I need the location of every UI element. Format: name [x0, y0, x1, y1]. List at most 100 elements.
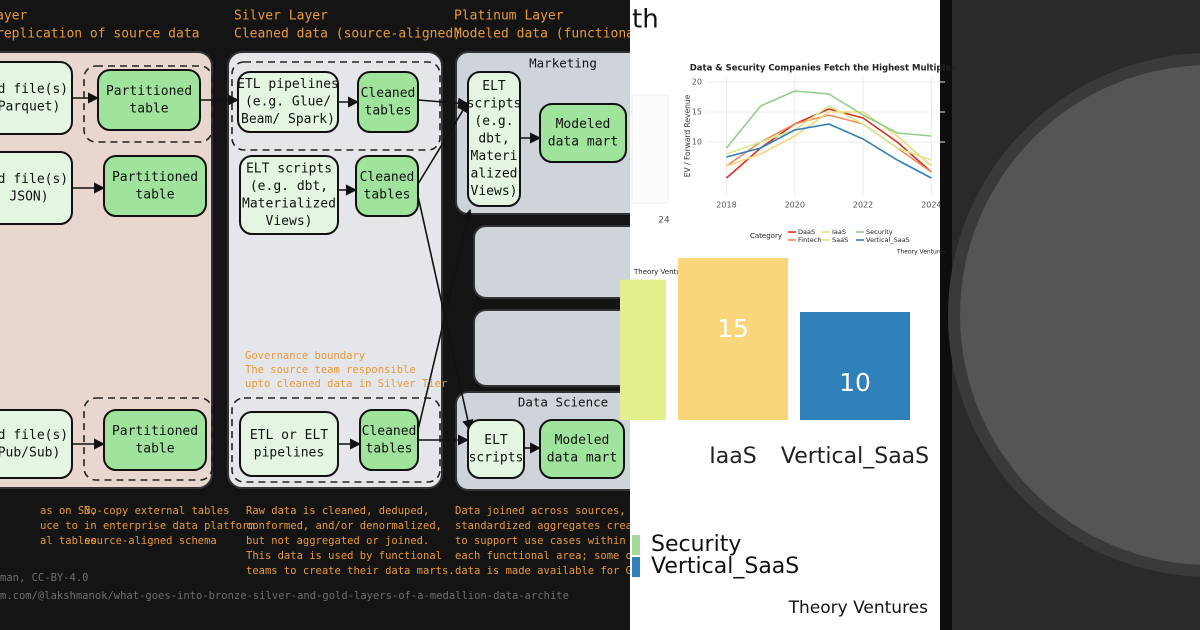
- credit-url: m.com/@lakshmanok/what-goes-into-bronze-…: [0, 590, 569, 602]
- dashed-frame: [83, 65, 213, 143]
- box-label: pipelines: [254, 445, 324, 460]
- partial-chart-tick: 24: [658, 216, 670, 226]
- box-label: Cleaned: [361, 86, 416, 101]
- box-label: table: [135, 441, 174, 456]
- x-tick-label: Vertical_SaaS: [781, 444, 929, 469]
- box: [239, 411, 339, 477]
- y-tick-label: 15: [692, 108, 702, 117]
- legend-label: SaaS: [832, 236, 848, 244]
- governance-note: upto cleaned data in Silver Tier: [245, 378, 447, 390]
- box-label: tables: [366, 441, 413, 456]
- layer-title: ayer: [0, 9, 27, 24]
- legend-label: Security: [651, 532, 741, 557]
- box-label: Partitioned: [112, 424, 198, 439]
- layer-subtitle: replication of source data: [0, 27, 200, 42]
- layer-note: to support use cases within: [455, 535, 626, 547]
- layer-title: Platinum Layer: [454, 9, 564, 24]
- box-label: Views): [266, 214, 313, 229]
- layer-note: conformed, and/or denormalized,: [246, 520, 442, 532]
- box-label: Partitioned: [112, 170, 198, 185]
- y-axis-label: EV / Forward Revenue: [683, 94, 692, 177]
- layer-note: data is made available for Gold.: [455, 565, 657, 577]
- layer-note: source-aligned schema: [84, 535, 217, 547]
- layer-note: This data is used by functional: [246, 550, 442, 562]
- box-label: ed file(s): [0, 172, 68, 187]
- layer-note: as on S3,: [40, 505, 97, 517]
- box: [0, 61, 73, 135]
- bar: [620, 279, 666, 420]
- box-label: scripts: [467, 97, 522, 112]
- box: [97, 69, 201, 131]
- layer-note: standardized aggregates create: [455, 520, 645, 532]
- platinum-panel: [473, 225, 630, 299]
- source: Theory Ventures: [896, 249, 946, 256]
- layer-note: Raw data is cleaned, deduped,: [246, 505, 429, 517]
- box-label: table: [129, 101, 168, 116]
- value-label: 10: [839, 368, 871, 397]
- series-line: [725, 90, 932, 149]
- layer-note: al tables: [40, 535, 97, 547]
- arrow: [417, 208, 474, 431]
- box-label: Beam/ Spark): [241, 112, 335, 127]
- platinum-panel: [473, 309, 630, 387]
- box-label: (e.g. Glue/: [245, 95, 331, 110]
- box-label: ed file(s): [0, 428, 68, 443]
- layer-title: Silver Layer: [234, 9, 328, 24]
- y-tick-label: 20: [692, 78, 702, 87]
- layer-note: uce to: [40, 520, 78, 532]
- box-label: Materialized: [242, 196, 336, 211]
- box: [237, 71, 339, 133]
- box: [0, 409, 73, 479]
- layer-subtitle: Cleaned data (source-aligned): [234, 27, 461, 42]
- x-tick-label: 2018: [716, 201, 736, 210]
- panel-label: Marketing: [529, 56, 597, 71]
- box-label: Modeled: [556, 117, 611, 132]
- bar: [800, 312, 910, 420]
- box-label: Partitioned: [106, 84, 192, 99]
- box-label: alized: [471, 167, 518, 182]
- x-tick-label: 2024: [921, 201, 941, 210]
- charts: Data & Security Companies Fetch the High…: [620, 64, 956, 618]
- bar: [678, 258, 788, 420]
- box-label: (e.g.: [474, 114, 513, 129]
- box: [467, 71, 521, 207]
- legend-label: Security: [866, 228, 893, 236]
- source: Theory Ventures: [633, 268, 692, 276]
- box: [103, 155, 207, 217]
- box-label: ELT scripts: [246, 161, 332, 176]
- layer-note: teams to create their data marts.: [246, 565, 455, 577]
- box-label: Views): [471, 184, 518, 199]
- x-tick-label: 2020: [785, 201, 805, 210]
- box-label: Parquet): [0, 99, 60, 114]
- legend-label: DaaS: [798, 228, 815, 236]
- box-label: JSON): [9, 189, 48, 204]
- box-label: table: [135, 187, 174, 202]
- box-label: tables: [365, 103, 412, 118]
- circle: [960, 65, 1200, 565]
- value-label: 15: [717, 314, 749, 343]
- box: [359, 409, 419, 471]
- arrow: [417, 195, 474, 432]
- box-label: ETL pipelines: [237, 77, 339, 92]
- box: [539, 419, 625, 479]
- legend-title: Category: [750, 232, 782, 240]
- box: [239, 155, 339, 235]
- box-label: tables: [364, 187, 411, 202]
- governance-note: The source team responsible: [245, 364, 416, 376]
- partial-chart: [631, 94, 669, 204]
- box-label: Modeled: [555, 433, 610, 448]
- dashed-frame: [231, 61, 441, 151]
- layer-note: in enterprise data platform: [84, 520, 255, 532]
- x-tick-label: 2022: [853, 201, 873, 210]
- box-label: Cleaned: [362, 424, 417, 439]
- diagram: ayer replication of source data Silver Lay…: [0, 9, 657, 602]
- layer-note: each functional area; some of th: [455, 550, 657, 562]
- box-label: Pub/Sub): [0, 445, 60, 460]
- diagram-content: ayer replication of source data Silver Lay…: [0, 9, 657, 602]
- series-line: [726, 111, 932, 167]
- box-label: (e.g. dbt,: [250, 179, 328, 194]
- dashed-frame: [83, 397, 213, 481]
- box-label: Materi: [471, 149, 518, 164]
- box-label: scripts: [469, 450, 524, 465]
